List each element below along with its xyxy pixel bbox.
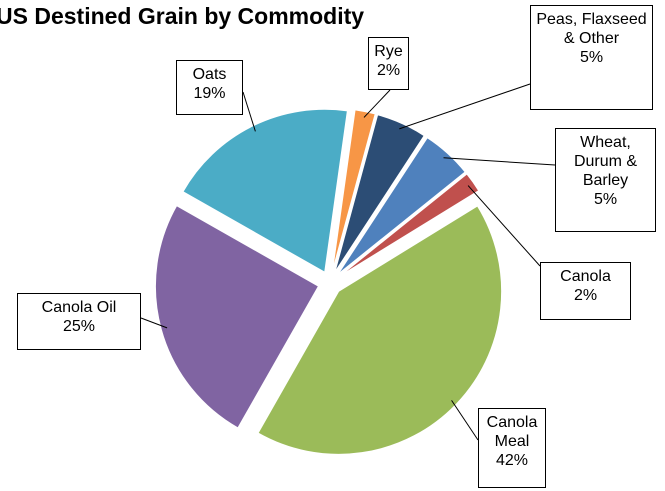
data-label: Canola Oil 25%: [17, 293, 141, 350]
value-label: 2%: [376, 62, 401, 79]
data-label: Rye 2%: [368, 37, 409, 90]
category-label: Canola Oil: [41, 299, 117, 316]
category-label: Rye: [374, 43, 403, 60]
data-label: Wheat, Durum & Barley 5%: [555, 128, 656, 232]
category-label: Canola: [560, 268, 611, 285]
pie-slice: [182, 108, 348, 274]
leader-line: [451, 400, 479, 441]
pie-slice: [154, 204, 320, 429]
pie-slice: [337, 137, 466, 275]
pie-slice: [257, 205, 503, 455]
category-label: Canola Meal: [486, 414, 538, 450]
value-label: 42%: [495, 452, 529, 469]
value-label: 2%: [573, 287, 598, 304]
value-label: 5%: [593, 191, 618, 208]
data-label: Peas, Flaxseed & Other 5%: [530, 5, 653, 110]
data-label: Canola Meal 42%: [478, 408, 546, 488]
category-label: Peas, Flaxseed & Other: [536, 11, 647, 47]
pie-slice: [331, 109, 376, 272]
leader-line: [140, 317, 168, 329]
chart-title: US Destined Grain by Commodity: [0, 3, 364, 29]
value-label: 5%: [579, 49, 604, 66]
data-label: Oats 19%: [176, 60, 243, 115]
pie-slice: [334, 114, 425, 273]
leader-line: [242, 91, 256, 132]
leader-line: [467, 185, 541, 267]
pie-slice: [339, 173, 480, 277]
leader-line: [399, 83, 531, 130]
category-label: Oats: [192, 66, 227, 83]
category-label: Wheat, Durum & Barley: [573, 134, 638, 189]
data-label: Canola 2%: [540, 262, 631, 320]
value-label: 19%: [193, 85, 226, 102]
value-label: 25%: [62, 318, 96, 335]
leader-line: [363, 89, 391, 118]
leader-line: [443, 157, 556, 166]
